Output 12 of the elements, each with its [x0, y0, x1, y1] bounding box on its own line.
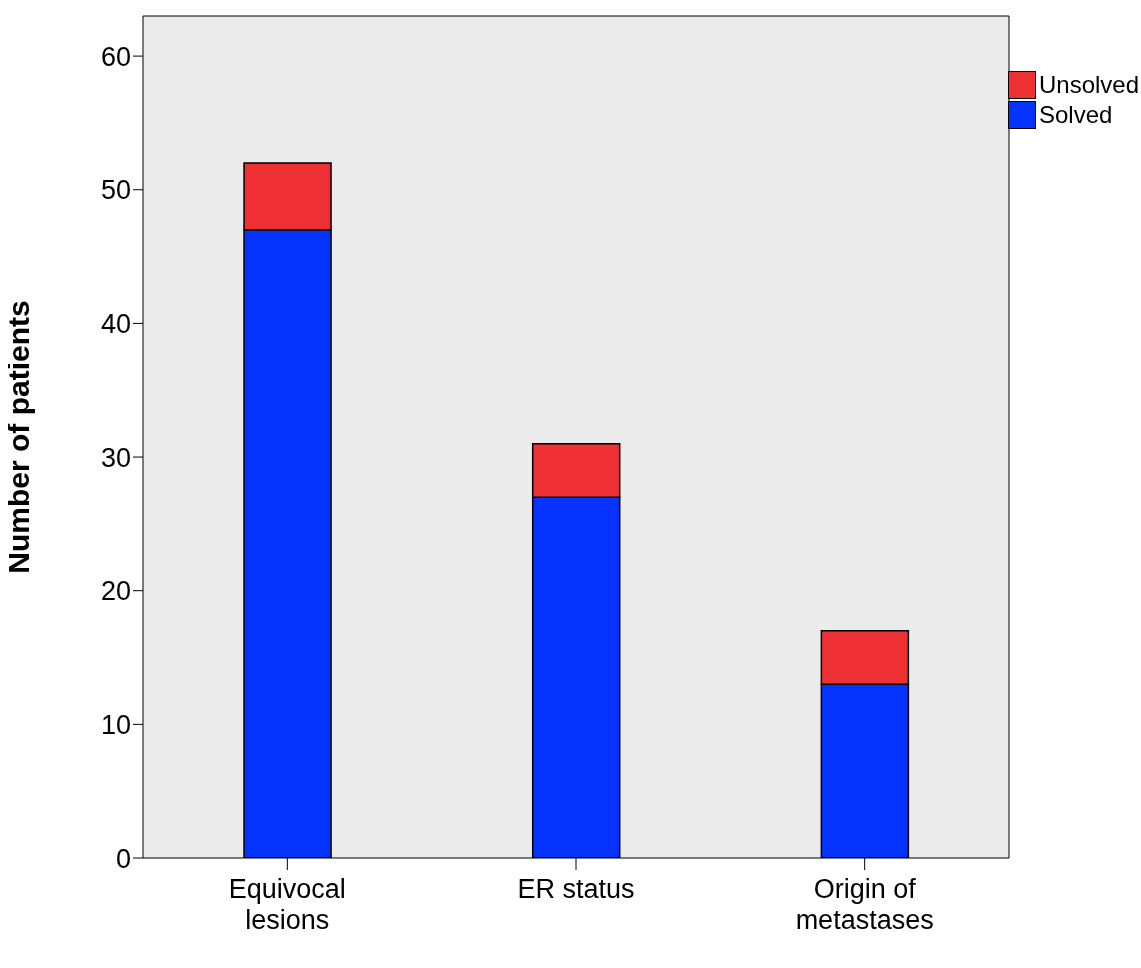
legend-label: Unsolved [1039, 71, 1140, 99]
x-tick-label: Origin of metastases [795, 874, 934, 935]
y-tick-label: 40 [100, 308, 131, 339]
y-tick-label: 0 [115, 843, 131, 874]
legend-label: Solved [1039, 101, 1113, 129]
x-tick-label: Equivocal lesions [228, 874, 346, 935]
x-tick-label: ER status [517, 874, 635, 904]
y-tick-label: 50 [100, 175, 131, 206]
y-tick-label: 30 [100, 442, 131, 473]
y-tick-label: 20 [100, 576, 131, 607]
y-tick-label: 10 [100, 709, 131, 740]
y-tick-label: 60 [100, 41, 131, 72]
